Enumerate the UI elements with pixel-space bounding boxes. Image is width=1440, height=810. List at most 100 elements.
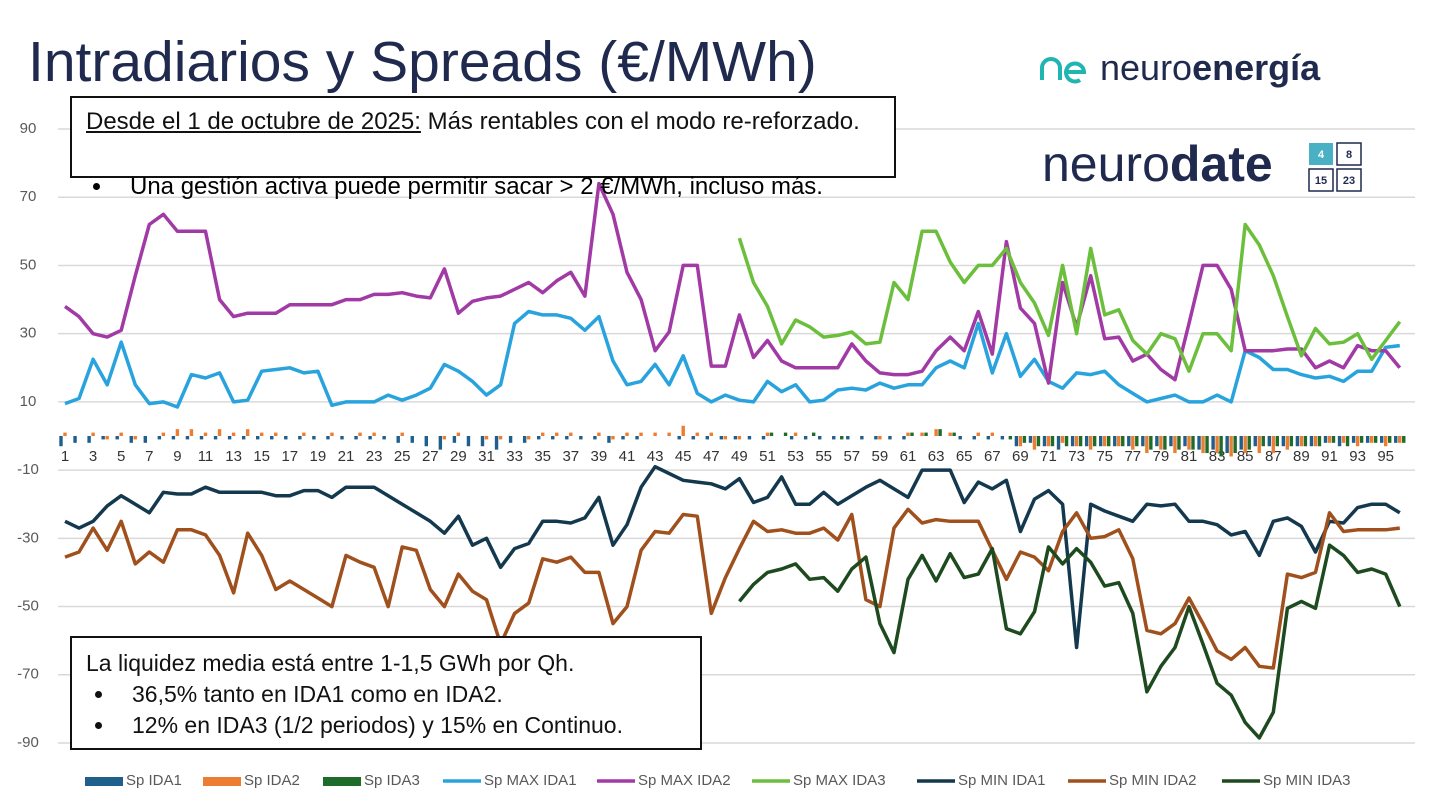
note-text: Más rentables con el modo re-reforzado. — [427, 108, 860, 135]
bar — [1022, 436, 1027, 443]
bar — [1373, 436, 1378, 443]
date-logo: neurodate 4 8 15 23 — [1042, 136, 1362, 192]
bar — [976, 432, 980, 436]
bar — [986, 436, 990, 440]
x-tick-label: 17 — [281, 448, 298, 465]
bar — [1359, 436, 1364, 443]
bar — [442, 436, 447, 440]
bar — [1060, 436, 1065, 443]
bar — [199, 436, 204, 440]
bar — [1285, 436, 1290, 450]
y-tick-label: -90 — [17, 734, 39, 751]
bar — [607, 436, 611, 443]
bar — [565, 436, 569, 440]
bar — [1327, 436, 1332, 443]
bar — [59, 436, 63, 447]
note-text: La liquidez media está entre 1-1,5 GWh p… — [86, 650, 575, 676]
brand-bold: energía — [1192, 47, 1321, 88]
bar — [1183, 436, 1187, 447]
bar — [1155, 436, 1159, 447]
bar — [1317, 436, 1322, 447]
bar — [358, 432, 362, 436]
bar — [466, 436, 471, 447]
bar — [1211, 436, 1215, 450]
y-tick-label: -30 — [17, 529, 39, 546]
bar — [972, 436, 976, 440]
bar — [579, 436, 583, 440]
bar — [1107, 436, 1111, 447]
bar — [733, 436, 738, 440]
x-tick-label: 43 — [647, 448, 664, 465]
x-tick-label: 1 — [61, 448, 69, 465]
bar — [91, 432, 95, 436]
bar — [340, 436, 344, 440]
note-lead: Desde el 1 de octubre de 2025: — [86, 108, 421, 135]
bar — [1394, 436, 1398, 443]
x-tick-label: 49 — [731, 448, 748, 465]
bar — [1398, 436, 1402, 443]
bar — [551, 436, 555, 440]
bar — [484, 436, 489, 440]
bar — [1261, 436, 1265, 447]
calendar-day: 15 — [1315, 175, 1327, 187]
bar — [818, 436, 822, 440]
bar — [498, 436, 503, 440]
bar — [1145, 436, 1149, 454]
bar — [1141, 436, 1145, 447]
bar — [1309, 436, 1314, 447]
bar — [129, 436, 133, 443]
bar — [260, 432, 264, 436]
bar — [368, 436, 372, 440]
legend-swatch — [85, 777, 123, 786]
bar — [1257, 436, 1261, 454]
bar — [1365, 436, 1370, 443]
note-bullets: Una gestión activa puede permitir sacar … — [70, 171, 900, 203]
line-series — [64, 507, 1401, 670]
bar — [1384, 436, 1388, 447]
y-tick-label: 90 — [20, 120, 37, 137]
x-tick-label: 3 — [89, 448, 97, 465]
bar — [1159, 436, 1163, 450]
bar — [597, 432, 601, 436]
bar — [231, 432, 236, 436]
bar — [761, 436, 766, 440]
bar — [1074, 436, 1079, 447]
y-tick-label: -70 — [17, 666, 39, 683]
y-tick-label: 70 — [20, 188, 37, 205]
bar — [382, 436, 386, 440]
bar — [705, 436, 709, 440]
bar — [793, 432, 798, 436]
legend-swatch — [323, 777, 361, 786]
y-tick-label: 30 — [20, 325, 37, 342]
x-tick-label: 5 — [117, 448, 125, 465]
bar — [1032, 436, 1037, 450]
bar — [1088, 436, 1093, 450]
bar — [438, 436, 443, 450]
x-tick-label: 73 — [1068, 448, 1085, 465]
bar — [1253, 436, 1257, 447]
bar — [1099, 436, 1103, 447]
bar — [783, 432, 788, 436]
bar — [611, 436, 615, 440]
x-tick-label: 93 — [1349, 448, 1366, 465]
bar — [326, 436, 330, 440]
bar — [526, 436, 531, 440]
bar — [203, 432, 208, 436]
x-tick-label: 81 — [1181, 448, 1198, 465]
brand-name: neuroenergía — [1100, 47, 1321, 88]
bar — [846, 436, 850, 440]
calendar-day: 8 — [1346, 149, 1352, 161]
bar — [1275, 436, 1279, 447]
bar — [1197, 436, 1201, 450]
bar — [101, 436, 105, 440]
bar — [1299, 436, 1304, 447]
date-bold: date — [1170, 136, 1273, 192]
y-tick-label: -10 — [17, 461, 39, 478]
x-tick-label: 71 — [1040, 448, 1057, 465]
bar — [635, 436, 639, 440]
bar — [840, 436, 844, 440]
legend-label: Sp MAX IDA2 — [638, 772, 731, 789]
x-tick-label: 15 — [253, 448, 270, 465]
bar — [958, 436, 962, 440]
